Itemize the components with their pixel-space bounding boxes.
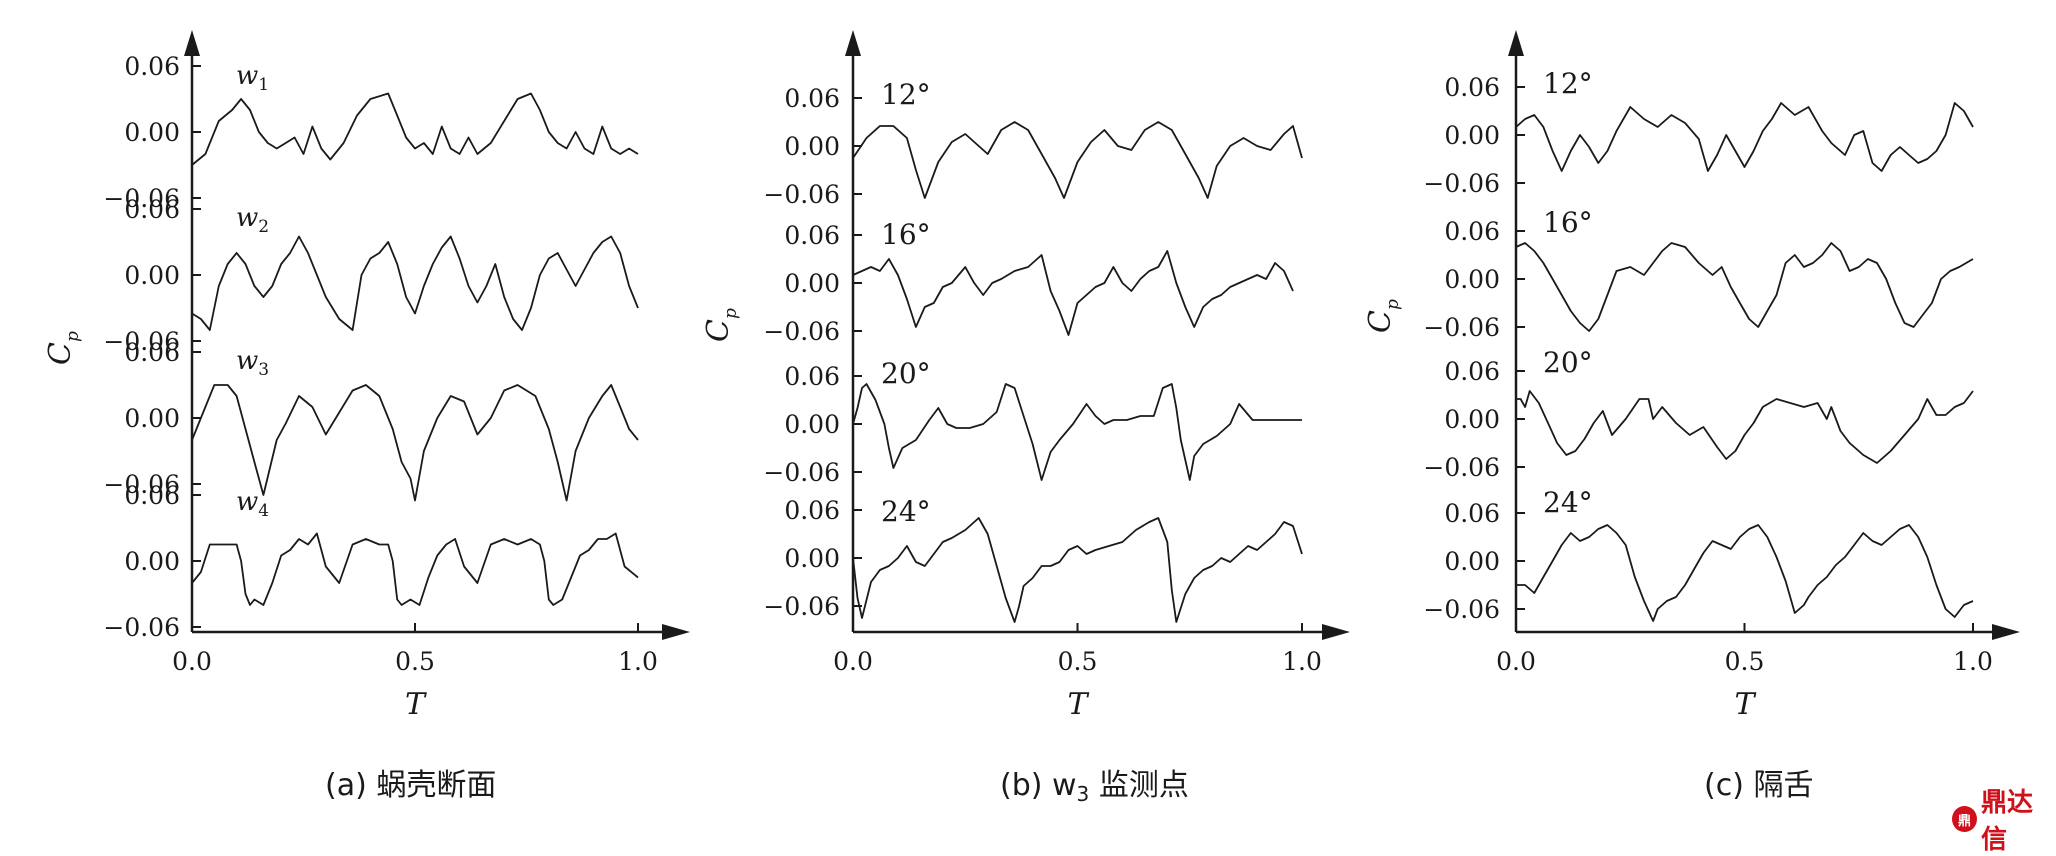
- series-label: 12°: [1543, 67, 1593, 100]
- x-tick-label: 1.0: [1953, 647, 1993, 676]
- caption-b-pre: w: [1052, 768, 1077, 803]
- watermark-logo-icon: 鼎: [1952, 806, 1977, 832]
- series-label: w2: [236, 203, 269, 237]
- y-tick-label: 0.06: [124, 481, 180, 510]
- y-tick-label: 0.00: [784, 269, 840, 298]
- caption-c-letter: (c): [1704, 768, 1744, 803]
- y-tick-label: −0.06: [763, 180, 840, 209]
- y-tick-label: 0.06: [784, 362, 840, 391]
- y-tick-label: 0.06: [784, 496, 840, 525]
- series-line-w4: [191, 532, 639, 606]
- y-tick-label: 0.06: [784, 221, 840, 250]
- y-tick-label: 0.00: [124, 261, 180, 290]
- y-tick-label: −0.06: [763, 458, 840, 487]
- y-tick-label: 0.06: [124, 338, 180, 367]
- x-axis-arrow-icon: [1992, 624, 2020, 640]
- x-axis-label: T: [405, 687, 427, 722]
- x-tick-label: 0.0: [1496, 647, 1536, 676]
- series-label: 20°: [881, 357, 931, 390]
- x-tick-label: 0.5: [1725, 647, 1765, 676]
- caption-c-text: 隔舌: [1753, 768, 1814, 803]
- y-axis-label: Cp: [43, 331, 83, 365]
- series-label: 16°: [1543, 206, 1593, 239]
- y-axis-arrow-icon: [184, 30, 200, 56]
- y-tick-label: 0.00: [1444, 265, 1500, 294]
- x-tick-label: 1.0: [618, 647, 658, 676]
- series-label: 12°: [881, 78, 931, 111]
- y-tick-label: −0.06: [1423, 169, 1500, 198]
- caption-b: (b) w3 监测点: [1000, 760, 1189, 806]
- series-line-w1: [191, 92, 639, 166]
- y-axis-arrow-icon: [1508, 30, 1524, 56]
- series-line-20°: [852, 383, 1302, 481]
- y-tick-label: −0.06: [763, 317, 840, 346]
- series-label: w4: [236, 487, 269, 521]
- y-tick-label: −0.06: [103, 613, 180, 642]
- series-label: w1: [236, 61, 269, 95]
- y-tick-label: 0.00: [124, 118, 180, 147]
- series-line-16°: [852, 250, 1294, 336]
- chart-a: 0.0 0.5 1.0 T Cp 0.06 0.00 −0.06 w1 0.06 0.00 −0.06…: [43, 30, 690, 722]
- x-axis-arrow-icon: [662, 624, 690, 640]
- series-line-12°: [1515, 102, 1974, 172]
- chart-b: 0.0 0.5 1.0 T Cp 0.06 0.00 −0.06 12° 0.06 0.00 −0.0…: [701, 30, 1350, 722]
- x-tick-label: 0.0: [172, 647, 212, 676]
- x-tick-label: 0.5: [1058, 647, 1098, 676]
- x-tick-label: 1.0: [1282, 647, 1322, 676]
- caption-b-sub: 3: [1076, 782, 1090, 806]
- y-tick-label: 0.00: [1444, 405, 1500, 434]
- y-tick-label: −0.06: [1423, 453, 1500, 482]
- chart-c: 0.0 0.5 1.0 T Cp 0.06 0.00 −0.06 12° 0.06 0.00 −0.0…: [1363, 30, 2020, 722]
- watermark-text: 鼎达信: [1981, 788, 2034, 855]
- y-tick-label: −0.06: [103, 184, 180, 213]
- y-axis-label: Cp: [701, 308, 741, 342]
- series-line-16°: [1515, 242, 1974, 332]
- caption-a-letter: (a): [325, 768, 367, 803]
- y-tick-label: 0.06: [1444, 217, 1500, 246]
- y-tick-label: −0.06: [103, 470, 180, 499]
- y-tick-label: −0.06: [103, 327, 180, 356]
- y-tick-label: 0.00: [1444, 547, 1500, 576]
- series-line-24°: [852, 517, 1303, 623]
- y-tick-label: 0.06: [784, 84, 840, 113]
- y-tick-label: −0.06: [763, 592, 840, 621]
- series-label: 24°: [881, 495, 931, 528]
- caption-b-text: 监测点: [1098, 768, 1189, 803]
- y-tick-label: −0.06: [1423, 313, 1500, 342]
- x-tick-label: 0.0: [833, 647, 873, 676]
- x-axis-label: T: [1067, 687, 1089, 722]
- y-tick-label: 0.06: [124, 52, 180, 81]
- y-tick-label: 0.00: [784, 132, 840, 161]
- y-tick-label: 0.00: [784, 544, 840, 573]
- caption-a-text: 蜗壳断面: [376, 768, 497, 803]
- y-tick-label: 0.00: [1444, 121, 1500, 150]
- series-line-w2: [191, 235, 639, 331]
- x-axis-label: T: [1734, 687, 1756, 722]
- caption-c: (c) 隔舌: [1704, 760, 1813, 804]
- figure-canvas: 0.0 0.5 1.0 T Cp 0.06 0.00 −0.06 w1 0.06 0.00 −0.06…: [43, 30, 2020, 722]
- y-tick-label: 0.00: [784, 410, 840, 439]
- series-label: 24°: [1543, 486, 1593, 519]
- x-tick-label: 0.5: [395, 647, 435, 676]
- y-tick-label: 0.06: [1444, 73, 1500, 102]
- y-tick-label: 0.00: [124, 404, 180, 433]
- y-tick-label: 0.06: [1444, 357, 1500, 386]
- watermark: 鼎 鼎达信: [1952, 782, 2056, 856]
- y-axis-label: Cp: [1363, 299, 1403, 333]
- series-line-20°: [1516, 390, 1974, 464]
- x-axis-arrow-icon: [1322, 624, 1350, 640]
- series-label: 16°: [881, 218, 931, 251]
- y-tick-label: 0.06: [1444, 499, 1500, 528]
- y-tick-label: −0.06: [1423, 595, 1500, 624]
- caption-b-letter: (b): [1000, 768, 1043, 803]
- series-line-w3: [191, 384, 639, 502]
- y-axis-arrow-icon: [845, 30, 861, 56]
- series-label: 20°: [1543, 346, 1593, 379]
- y-tick-label: 0.06: [124, 195, 180, 224]
- series-line-24°: [1516, 524, 1974, 622]
- series-label: w3: [236, 346, 269, 380]
- y-tick-label: 0.00: [124, 547, 180, 576]
- caption-a: (a) 蜗壳断面: [325, 760, 496, 804]
- series-line-12°: [852, 121, 1303, 199]
